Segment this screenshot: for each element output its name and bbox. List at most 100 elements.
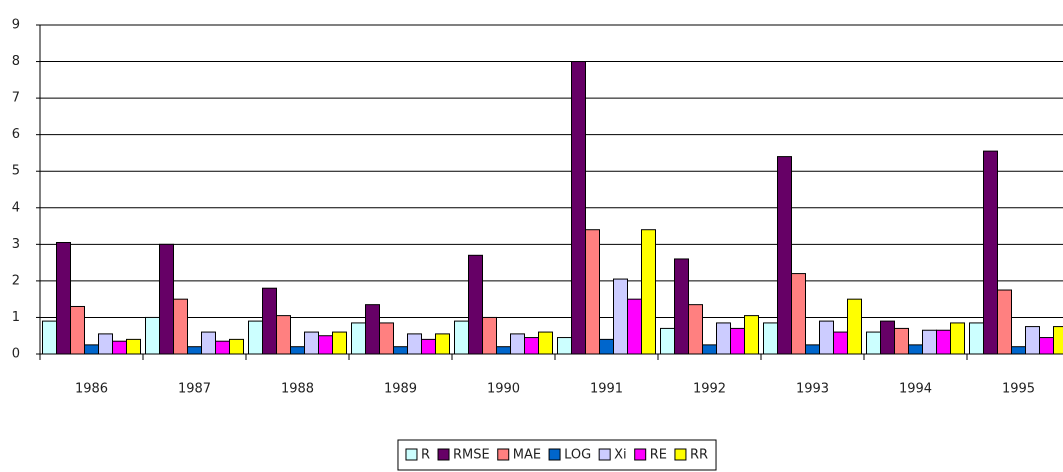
- legend-swatch: [548, 448, 561, 461]
- bar: [599, 338, 614, 355]
- y-tick-label: 2: [12, 273, 20, 288]
- bar: [248, 320, 263, 355]
- bar: [585, 229, 600, 355]
- bar: [1025, 326, 1040, 355]
- legend-label: RR: [690, 448, 708, 463]
- bar: [524, 337, 539, 355]
- bar: [538, 331, 553, 355]
- x-tick-label: 1988: [281, 382, 314, 397]
- bar: [407, 333, 422, 355]
- y-tick-label: 4: [12, 200, 20, 215]
- bar: [819, 320, 834, 355]
- legend-label: RMSE: [453, 448, 490, 463]
- x-tick-label: 1992: [693, 382, 726, 397]
- bar: [571, 61, 586, 355]
- bar: [702, 344, 717, 355]
- bar: [950, 322, 965, 355]
- legend-swatch: [674, 448, 687, 461]
- legend-label: LOG: [564, 448, 591, 463]
- legend-label: Xi: [614, 448, 627, 463]
- x-tick-label: 1994: [899, 382, 932, 397]
- bar: [983, 150, 998, 355]
- y-tick-label: 9: [12, 18, 20, 33]
- bar: [791, 273, 806, 355]
- bar: [229, 338, 244, 355]
- bar: [435, 333, 450, 355]
- bar: [482, 316, 497, 355]
- y-tick-label: 3: [12, 237, 20, 252]
- bar: [557, 337, 572, 355]
- y-tick-label: 1: [12, 310, 20, 325]
- bar: [641, 229, 656, 355]
- bar: [112, 340, 127, 355]
- legend-swatch: [634, 448, 647, 461]
- bar: [42, 320, 57, 355]
- bar: [159, 243, 174, 355]
- bar: [777, 156, 792, 355]
- bar: [126, 338, 141, 355]
- bar: [969, 322, 984, 355]
- bar: [936, 329, 951, 355]
- bar: [290, 346, 305, 355]
- y-tick-label: 6: [12, 127, 20, 142]
- bar: [421, 338, 436, 355]
- bar: [496, 346, 511, 355]
- bar: [730, 327, 745, 355]
- x-tick-label: 1987: [178, 382, 211, 397]
- bar: [365, 304, 380, 355]
- legend-label: RE: [650, 448, 667, 463]
- bar: [262, 287, 277, 355]
- bar: [908, 344, 923, 355]
- bar: [379, 322, 394, 355]
- bar: [98, 333, 113, 355]
- bar: [716, 322, 731, 355]
- legend-swatch: [437, 448, 450, 461]
- bar: [1011, 346, 1026, 355]
- legend-label: MAE: [513, 448, 541, 463]
- legend-label: R: [421, 448, 430, 463]
- x-tick-label: 1990: [487, 382, 520, 397]
- bar: [332, 331, 347, 355]
- bar: [997, 289, 1012, 355]
- bar: [510, 333, 525, 355]
- bar: [145, 316, 160, 355]
- bar: [351, 322, 366, 355]
- bar: [1039, 337, 1054, 355]
- bar: [866, 331, 881, 355]
- bar: [763, 322, 778, 355]
- bar: [393, 346, 408, 355]
- x-tick-label: 1989: [384, 382, 417, 397]
- y-tick-label: 8: [12, 54, 20, 69]
- x-tick-label: 1995: [1002, 382, 1035, 397]
- bar: [70, 305, 85, 355]
- bar: [276, 315, 291, 355]
- y-tick-label: 7: [12, 91, 20, 106]
- bar: [688, 304, 703, 355]
- legend-swatch: [405, 448, 418, 461]
- bar: [805, 344, 820, 355]
- bar: [468, 254, 483, 355]
- bar: [674, 258, 689, 355]
- bar: [173, 298, 188, 355]
- bar: [613, 278, 628, 355]
- bar: [880, 320, 895, 355]
- bar: [744, 315, 759, 355]
- bar: [627, 298, 642, 355]
- bar: [304, 331, 319, 355]
- bar: [894, 327, 909, 355]
- x-tick-label: 1986: [75, 382, 108, 397]
- bar: [318, 335, 333, 355]
- bar: [187, 346, 202, 355]
- bar: [56, 242, 71, 355]
- bar: [454, 320, 469, 355]
- bar: [215, 340, 230, 355]
- y-tick-label: 5: [12, 164, 20, 179]
- legend-swatch: [598, 448, 611, 461]
- bar: [922, 329, 937, 355]
- x-tick-label: 1993: [796, 382, 829, 397]
- y-tick-label: 0: [12, 347, 20, 362]
- bar: [84, 344, 99, 355]
- bar: [660, 327, 675, 355]
- bar: [847, 298, 862, 355]
